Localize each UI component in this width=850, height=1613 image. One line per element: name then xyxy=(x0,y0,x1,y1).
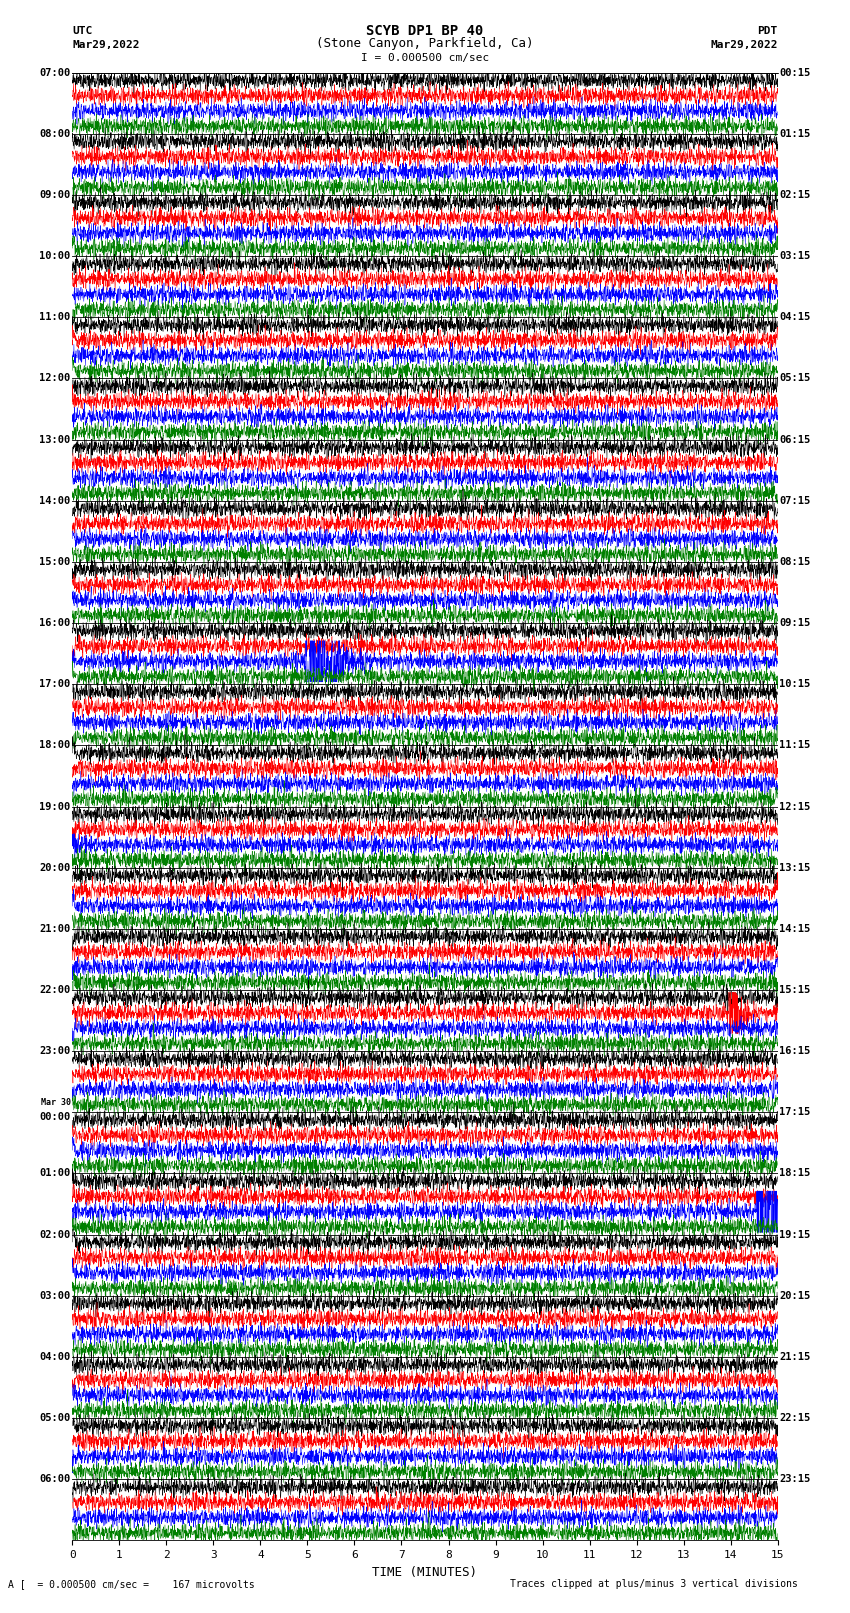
Text: 17:00: 17:00 xyxy=(39,679,71,689)
Text: 15:15: 15:15 xyxy=(779,986,811,995)
Text: 04:15: 04:15 xyxy=(779,313,811,323)
Text: 19:00: 19:00 xyxy=(39,802,71,811)
Text: 22:00: 22:00 xyxy=(39,986,71,995)
Text: 07:15: 07:15 xyxy=(779,495,811,506)
Text: 13:15: 13:15 xyxy=(779,863,811,873)
Text: 07:00: 07:00 xyxy=(39,68,71,77)
Text: 03:00: 03:00 xyxy=(39,1290,71,1300)
Text: SCYB DP1 BP 40: SCYB DP1 BP 40 xyxy=(366,24,484,37)
Text: 10:00: 10:00 xyxy=(39,252,71,261)
Text: 01:00: 01:00 xyxy=(39,1168,71,1179)
Text: 06:15: 06:15 xyxy=(779,434,811,445)
Text: Mar 30: Mar 30 xyxy=(41,1098,71,1108)
Text: 20:00: 20:00 xyxy=(39,863,71,873)
Text: 02:15: 02:15 xyxy=(779,190,811,200)
Text: 20:15: 20:15 xyxy=(779,1290,811,1300)
Text: 06:00: 06:00 xyxy=(39,1474,71,1484)
Text: PDT: PDT xyxy=(757,26,778,35)
Text: Mar29,2022: Mar29,2022 xyxy=(72,40,139,50)
Text: 08:15: 08:15 xyxy=(779,556,811,566)
Text: 00:00: 00:00 xyxy=(39,1113,71,1123)
Text: UTC: UTC xyxy=(72,26,93,35)
Text: 21:15: 21:15 xyxy=(779,1352,811,1361)
Text: 17:15: 17:15 xyxy=(779,1107,811,1118)
Text: I = 0.000500 cm/sec: I = 0.000500 cm/sec xyxy=(361,53,489,63)
Text: 05:15: 05:15 xyxy=(779,373,811,384)
Text: 13:00: 13:00 xyxy=(39,434,71,445)
Text: 04:00: 04:00 xyxy=(39,1352,71,1361)
Text: A [  = 0.000500 cm/sec =    167 microvolts: A [ = 0.000500 cm/sec = 167 microvolts xyxy=(8,1579,255,1589)
Text: 21:00: 21:00 xyxy=(39,924,71,934)
Text: 16:15: 16:15 xyxy=(779,1047,811,1057)
Text: 00:15: 00:15 xyxy=(779,68,811,77)
X-axis label: TIME (MINUTES): TIME (MINUTES) xyxy=(372,1566,478,1579)
Text: 22:15: 22:15 xyxy=(779,1413,811,1423)
Text: 10:15: 10:15 xyxy=(779,679,811,689)
Text: 16:00: 16:00 xyxy=(39,618,71,627)
Text: 18:00: 18:00 xyxy=(39,740,71,750)
Text: 14:00: 14:00 xyxy=(39,495,71,506)
Text: 11:15: 11:15 xyxy=(779,740,811,750)
Text: 14:15: 14:15 xyxy=(779,924,811,934)
Text: 23:15: 23:15 xyxy=(779,1474,811,1484)
Text: 09:15: 09:15 xyxy=(779,618,811,627)
Text: 19:15: 19:15 xyxy=(779,1229,811,1240)
Text: Mar29,2022: Mar29,2022 xyxy=(711,40,778,50)
Text: 15:00: 15:00 xyxy=(39,556,71,566)
Text: 09:00: 09:00 xyxy=(39,190,71,200)
Text: 01:15: 01:15 xyxy=(779,129,811,139)
Text: 02:00: 02:00 xyxy=(39,1229,71,1240)
Text: Traces clipped at plus/minus 3 vertical divisions: Traces clipped at plus/minus 3 vertical … xyxy=(510,1579,798,1589)
Text: 12:15: 12:15 xyxy=(779,802,811,811)
Text: 05:00: 05:00 xyxy=(39,1413,71,1423)
Text: 23:00: 23:00 xyxy=(39,1047,71,1057)
Text: 03:15: 03:15 xyxy=(779,252,811,261)
Text: 11:00: 11:00 xyxy=(39,313,71,323)
Text: 12:00: 12:00 xyxy=(39,373,71,384)
Text: 08:00: 08:00 xyxy=(39,129,71,139)
Text: (Stone Canyon, Parkfield, Ca): (Stone Canyon, Parkfield, Ca) xyxy=(316,37,534,50)
Text: 18:15: 18:15 xyxy=(779,1168,811,1179)
